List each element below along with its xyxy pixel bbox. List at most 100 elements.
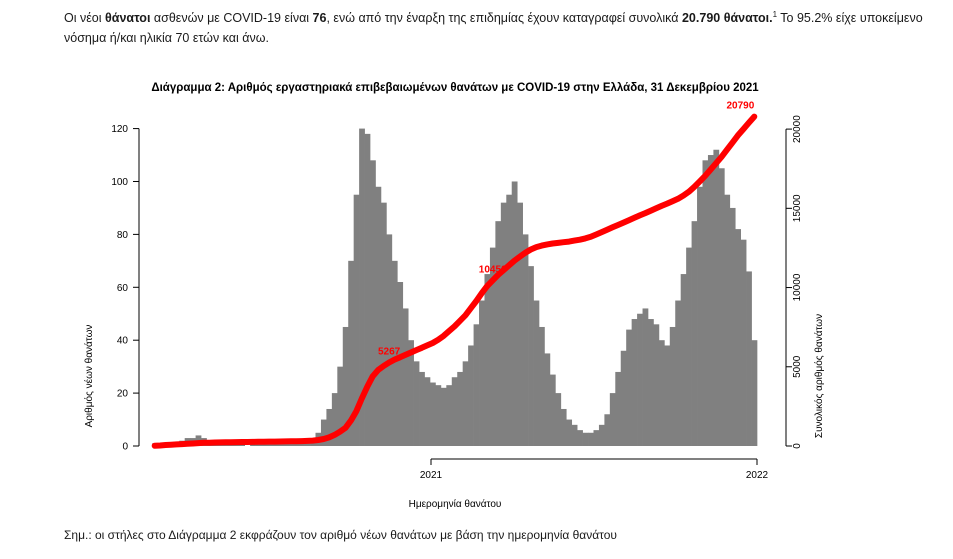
y-tick-label-100: 100 xyxy=(111,177,128,188)
intro-bold-total-deaths: 20.790 θάνατοι. xyxy=(681,11,773,25)
bar-week-94 xyxy=(664,345,671,446)
axes-group: 0 20 40 60 80 100 120 0 5000 10000 15000 20000 2021 2… xyxy=(111,115,803,481)
bar-week-47 xyxy=(408,340,414,446)
bar-week-101 xyxy=(702,160,709,446)
bar-week-98 xyxy=(686,247,692,446)
y-tick-label-60: 60 xyxy=(117,283,129,294)
bar-week-55 xyxy=(451,377,458,446)
annotation-label-1: 10450 xyxy=(479,264,507,275)
bar-week-102 xyxy=(707,155,714,446)
bars-group xyxy=(152,128,758,446)
bar-week-65 xyxy=(506,194,513,446)
bar-week-75 xyxy=(560,408,567,446)
bar-week-53 xyxy=(440,387,447,446)
bar-week-92 xyxy=(653,324,660,446)
intro-bold-deaths: θάνατοι xyxy=(105,11,151,25)
bar-week-35 xyxy=(342,326,349,446)
bar-week-77 xyxy=(571,424,578,446)
y-tick-label-40: 40 xyxy=(117,336,129,347)
x-tick-label-2021: 2021 xyxy=(420,470,443,481)
bar-week-107 xyxy=(735,229,741,446)
bar-week-84 xyxy=(609,393,616,446)
bar-week-78 xyxy=(577,430,583,446)
bar-week-72 xyxy=(544,353,551,446)
bar-week-68 xyxy=(522,234,529,446)
cumulative-line-group: 5267 10450 20790 xyxy=(151,101,758,449)
bar-week-61 xyxy=(484,274,491,446)
bar-week-41 xyxy=(375,186,382,446)
bar-week-106 xyxy=(729,207,736,446)
bar-week-59 xyxy=(473,324,480,446)
intro-bold-new-deaths: 76 xyxy=(312,11,327,25)
bar-week-38 xyxy=(359,128,365,446)
bar-week-99 xyxy=(691,221,698,446)
bar-week-52 xyxy=(435,385,442,446)
bar-week-60 xyxy=(479,300,485,446)
bar-week-82 xyxy=(598,424,605,446)
annotation-label-0: 5267 xyxy=(378,347,401,358)
bar-week-90 xyxy=(642,308,649,446)
bar-week-57 xyxy=(462,361,469,446)
bar-week-110 xyxy=(751,340,758,446)
bar-week-44 xyxy=(391,260,398,446)
bar-week-33 xyxy=(331,393,338,446)
bar-week-48 xyxy=(413,361,420,446)
x-tick-label-2022: 2022 xyxy=(746,470,769,481)
bar-week-103 xyxy=(713,149,720,446)
bar-week-69 xyxy=(528,266,534,446)
bar-week-32 xyxy=(326,408,333,446)
bar-week-58 xyxy=(468,345,474,446)
y2-tick-label-0: 0 xyxy=(792,443,803,449)
y2-tick-label-15000: 15000 xyxy=(792,194,803,222)
intro-text-1: Οι νέοι xyxy=(64,11,105,25)
bar-week-63 xyxy=(495,221,502,446)
covid-deaths-chart: Διάγραμμα 2: Αριθμός εργαστηριακά επιβεβ… xyxy=(83,82,825,510)
bar-week-36 xyxy=(348,260,355,446)
annotation-label-2: 20790 xyxy=(726,101,754,112)
bar-week-100 xyxy=(697,186,703,446)
y-tick-label-20: 20 xyxy=(117,389,129,400)
bar-week-108 xyxy=(740,239,747,446)
bar-week-25 xyxy=(288,443,295,446)
bar-week-76 xyxy=(566,419,573,446)
intro-text-3: , ενώ από την έναρξη της επιδημίας έχουν… xyxy=(326,11,682,25)
bar-week-51 xyxy=(429,382,436,446)
bar-week-64 xyxy=(500,202,507,446)
y2-axis-label: Συνολικός αριθμός θανάτων xyxy=(813,314,825,438)
bar-week-86 xyxy=(620,350,627,446)
bar-week-67 xyxy=(517,202,523,446)
intro-paragraph: Οι νέοι θάνατοι ασθενών με COVID-19 είνα… xyxy=(64,8,924,48)
bar-week-97 xyxy=(680,274,687,446)
bar-week-109 xyxy=(746,271,752,446)
cumulative-deaths-line xyxy=(151,113,758,449)
bar-week-81 xyxy=(593,430,600,446)
bar-week-104 xyxy=(718,168,725,446)
footnote-marker: 1 xyxy=(772,9,778,19)
bar-week-42 xyxy=(380,202,387,446)
bar-week-37 xyxy=(353,194,360,446)
y2-tick-label-10000: 10000 xyxy=(792,273,803,301)
bar-week-43 xyxy=(386,234,393,446)
bar-week-73 xyxy=(549,374,556,446)
bar-week-74 xyxy=(555,393,562,446)
y2-tick-label-20000: 20000 xyxy=(792,115,803,143)
bar-week-85 xyxy=(615,371,622,446)
bar-week-54 xyxy=(446,385,453,446)
bar-week-79 xyxy=(582,432,589,446)
chart-title: Διάγραμμα 2: Αριθμός εργαστηριακά επιβεβ… xyxy=(151,82,759,94)
bar-week-87 xyxy=(626,329,632,446)
y-tick-label-0: 0 xyxy=(122,442,128,453)
bar-week-49 xyxy=(419,371,425,446)
intro-text-4: Το 95.2% είχε υποκείμενο νόσημα ή/και ηλ… xyxy=(64,11,923,45)
y-tick-label-120: 120 xyxy=(111,124,128,135)
bar-week-26 xyxy=(293,443,300,446)
bar-week-95 xyxy=(669,326,676,446)
bar-week-88 xyxy=(631,319,638,446)
y-axis-label: Αριθμός νέων θανάτων xyxy=(83,325,95,428)
x-axis-label: Ημερομηνία θανάτου xyxy=(409,498,502,510)
bar-week-80 xyxy=(588,432,594,446)
y2-tick-label-5000: 5000 xyxy=(792,355,803,378)
y-tick-label-80: 80 xyxy=(117,230,129,241)
bar-week-46 xyxy=(402,308,409,446)
bar-week-39 xyxy=(364,133,371,446)
